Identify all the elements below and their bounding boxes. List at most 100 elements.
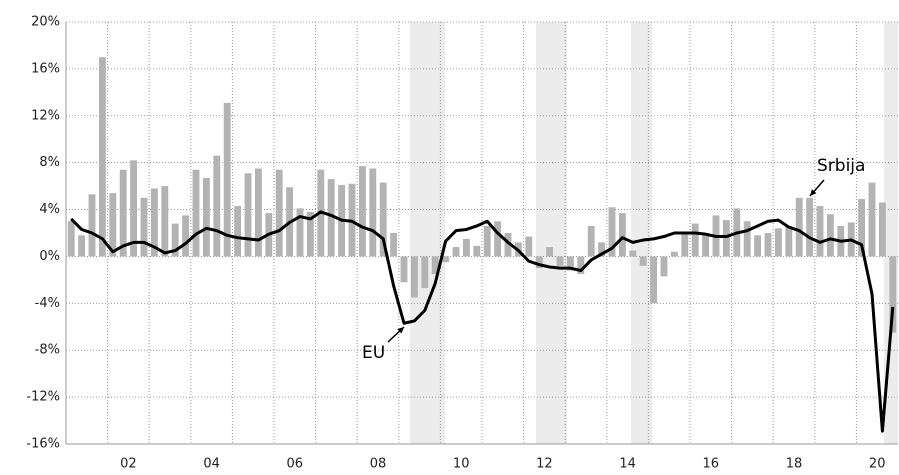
bar <box>327 179 335 257</box>
bar <box>525 236 533 257</box>
bar <box>556 256 564 266</box>
y-tick-label: 16% <box>31 61 60 76</box>
y-tick-label: 8% <box>39 155 60 170</box>
bar <box>587 225 595 257</box>
bar <box>234 206 242 257</box>
bar <box>473 245 481 257</box>
bar <box>452 247 460 257</box>
shaded-period <box>884 22 898 444</box>
bar <box>400 256 408 283</box>
bar <box>275 169 283 257</box>
bar <box>254 168 262 257</box>
bar <box>577 256 585 275</box>
bar <box>78 235 86 257</box>
x-tick-label: 10 <box>453 457 470 472</box>
bar <box>722 220 730 257</box>
shaded-period <box>410 22 445 444</box>
bar <box>150 188 158 257</box>
bar <box>462 238 470 257</box>
shaded-period <box>631 22 652 444</box>
bar <box>878 202 886 257</box>
x-tick-label: 06 <box>287 457 304 472</box>
bar <box>369 168 377 257</box>
annotation: EU <box>362 343 385 363</box>
y-tick-label: 20% <box>31 15 60 30</box>
bar <box>140 197 148 257</box>
x-tick-label: 20 <box>869 457 886 472</box>
bar <box>306 211 314 257</box>
bar <box>223 102 231 257</box>
annotation: Srbija <box>817 156 865 176</box>
bar <box>494 221 502 257</box>
bar <box>691 223 699 257</box>
bar <box>192 169 200 257</box>
bar <box>639 256 647 266</box>
x-tick-label: 12 <box>536 457 553 472</box>
bar <box>98 57 106 257</box>
arrow-head <box>397 327 404 334</box>
bar <box>774 228 782 257</box>
y-tick-label: 4% <box>39 202 60 217</box>
x-tick-label: 16 <box>703 457 720 472</box>
shaded-period <box>536 22 567 444</box>
bar <box>67 221 75 257</box>
bar <box>171 223 179 257</box>
y-tick-label: 12% <box>31 108 60 123</box>
bar <box>806 197 814 257</box>
y-tick-label: -8% <box>35 343 60 358</box>
bar <box>598 242 606 257</box>
bar <box>826 214 834 257</box>
bar <box>88 194 96 257</box>
bar <box>130 160 138 257</box>
bar <box>213 155 221 257</box>
y-tick-label: -4% <box>35 296 60 311</box>
shaded-periods <box>410 22 898 444</box>
y-tick-label: 0% <box>39 249 60 264</box>
bar <box>244 173 252 257</box>
bar <box>379 182 387 257</box>
bar <box>182 215 190 257</box>
y-tick-label: -12% <box>26 390 60 405</box>
bar <box>889 256 897 333</box>
bar <box>119 169 127 257</box>
y-tick-label: -16% <box>26 437 60 452</box>
line <box>70 210 895 433</box>
bar <box>390 233 398 257</box>
bar <box>566 256 574 271</box>
bar <box>431 256 439 275</box>
bar <box>702 233 710 257</box>
bar <box>358 166 366 257</box>
bar <box>535 256 543 269</box>
bar <box>618 213 626 257</box>
bar <box>161 186 169 257</box>
bar <box>202 177 210 257</box>
x-tick-label: 08 <box>370 457 387 472</box>
bar <box>764 233 772 257</box>
bar <box>504 233 512 257</box>
bar <box>421 256 429 289</box>
bar <box>546 247 554 257</box>
bar <box>629 250 637 257</box>
x-tick-label: 02 <box>120 457 137 472</box>
bar <box>670 251 678 257</box>
bar <box>743 221 751 257</box>
x-tick-label: 18 <box>786 457 803 472</box>
bar <box>868 182 876 257</box>
bar <box>483 225 491 257</box>
bar <box>410 256 418 298</box>
bar <box>296 208 304 257</box>
bar <box>660 256 668 277</box>
x-tick-label: 14 <box>619 457 636 472</box>
bar <box>754 235 762 257</box>
x-tick-label: 04 <box>203 457 220 472</box>
arrow-head <box>810 189 817 196</box>
bar <box>795 197 803 257</box>
bar <box>109 193 117 257</box>
bar <box>681 233 689 257</box>
bar <box>608 207 616 257</box>
bar <box>650 256 658 304</box>
bar <box>442 256 450 263</box>
bar <box>816 206 824 257</box>
bar <box>785 225 793 257</box>
